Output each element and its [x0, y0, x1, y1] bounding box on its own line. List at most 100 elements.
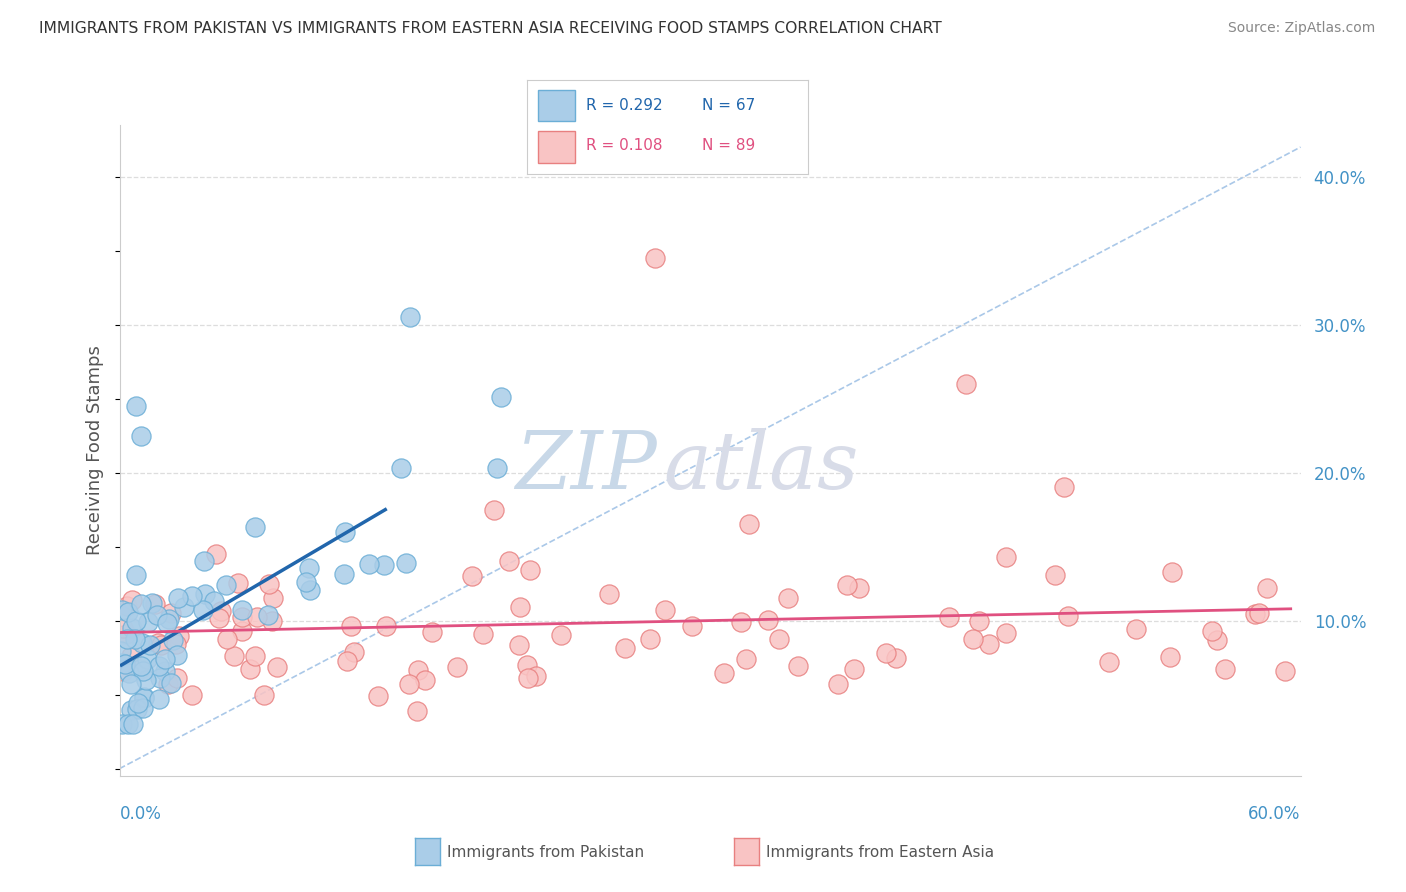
Point: [524, 669, 547, 683]
Point: [132, 690, 155, 705]
Point: [394, 556, 416, 570]
Point: [884, 651, 907, 665]
Point: [962, 632, 984, 646]
Point: [644, 251, 666, 265]
Point: [1274, 664, 1296, 678]
Point: [166, 671, 188, 685]
Point: [129, 661, 152, 675]
Point: [295, 574, 318, 589]
Text: N = 67: N = 67: [702, 98, 755, 113]
Point: [239, 662, 262, 676]
Point: [125, 399, 148, 413]
FancyBboxPatch shape: [538, 131, 575, 162]
Point: [977, 637, 1000, 651]
Point: [1159, 650, 1181, 665]
Point: [681, 619, 703, 633]
Point: [156, 677, 179, 691]
Point: [614, 640, 637, 655]
Point: [120, 648, 142, 663]
Point: [111, 717, 134, 731]
Point: [153, 665, 176, 679]
Text: R = 0.292: R = 0.292: [586, 98, 662, 113]
Point: [517, 671, 540, 685]
Point: [134, 690, 156, 704]
Point: [110, 643, 132, 657]
Point: [482, 502, 505, 516]
Point: [1053, 480, 1076, 494]
Point: [343, 645, 366, 659]
Text: IMMIGRANTS FROM PAKISTAN VS IMMIGRANTS FROM EASTERN ASIA RECEIVING FOOD STAMPS C: IMMIGRANTS FROM PAKISTAN VS IMMIGRANTS F…: [39, 21, 942, 36]
Point: [208, 611, 231, 625]
Point: [115, 632, 138, 646]
Point: [166, 591, 188, 605]
Point: [405, 704, 427, 718]
Point: [129, 659, 152, 673]
Point: [143, 597, 166, 611]
Point: [121, 717, 143, 731]
Point: [550, 628, 572, 642]
Point: [486, 461, 509, 475]
Point: [508, 639, 530, 653]
Point: [1244, 607, 1267, 622]
Point: [734, 652, 756, 666]
Point: [262, 591, 284, 606]
Point: [120, 677, 142, 691]
Text: Source: ZipAtlas.com: Source: ZipAtlas.com: [1227, 21, 1375, 35]
Point: [148, 692, 170, 706]
Point: [125, 701, 148, 715]
Point: [1125, 622, 1147, 636]
Point: [422, 624, 444, 639]
Point: [246, 609, 269, 624]
Text: 0.0%: 0.0%: [120, 805, 162, 822]
Point: [955, 376, 977, 391]
Point: [193, 554, 215, 568]
Point: [120, 703, 142, 717]
Text: R = 0.108: R = 0.108: [586, 138, 662, 153]
Point: [776, 591, 799, 605]
Point: [333, 524, 356, 539]
Point: [260, 615, 283, 629]
Point: [132, 665, 155, 679]
Point: [115, 627, 138, 641]
Point: [995, 550, 1018, 565]
Text: ZIP: ZIP: [515, 428, 657, 506]
Point: [340, 619, 363, 633]
Point: [149, 671, 172, 685]
Point: [148, 658, 170, 673]
Point: [730, 615, 752, 629]
Point: [215, 578, 238, 592]
Point: [406, 663, 429, 677]
Point: [121, 593, 143, 607]
Point: [205, 548, 228, 562]
Point: [1247, 606, 1270, 620]
Point: [1201, 624, 1223, 638]
Point: [125, 567, 148, 582]
Point: [153, 652, 176, 666]
Point: [257, 607, 280, 622]
Point: [217, 632, 239, 647]
Point: [335, 654, 357, 668]
Point: [1045, 568, 1067, 582]
Point: [118, 666, 141, 681]
Point: [194, 587, 217, 601]
Point: [124, 632, 146, 646]
Point: [193, 602, 215, 616]
Point: [994, 626, 1017, 640]
Point: [156, 615, 179, 630]
Point: [150, 639, 173, 653]
Point: [713, 665, 735, 680]
Point: [253, 688, 276, 702]
Point: [257, 577, 280, 591]
Point: [509, 600, 531, 615]
Point: [231, 624, 253, 638]
Point: [298, 583, 321, 598]
Point: [654, 603, 676, 617]
Point: [389, 461, 412, 475]
Point: [243, 520, 266, 534]
Point: [827, 677, 849, 691]
Point: [117, 605, 139, 619]
Point: [121, 621, 143, 635]
Point: [333, 567, 356, 582]
Point: [367, 690, 389, 704]
Point: [875, 646, 897, 660]
